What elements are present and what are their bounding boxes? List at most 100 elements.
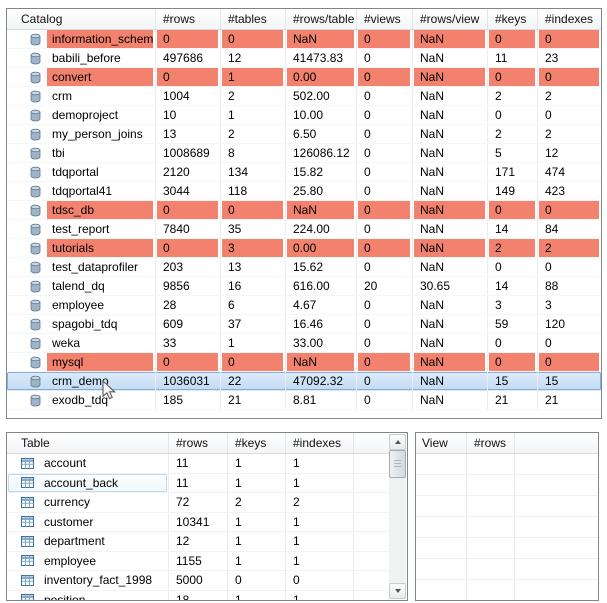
catalog-row-name: tdqportal [52, 165, 99, 179]
catalog-cell: 16.46 [286, 315, 357, 333]
column-header-rows-view[interactable]: #rows/view [413, 9, 488, 29]
arrow-down-icon [394, 589, 401, 593]
tables-row-name: department [44, 534, 105, 548]
catalog-row-name: demoproject [52, 108, 119, 122]
tables-row-name: customer [44, 514, 94, 529]
scrollbar-track[interactable] [389, 478, 406, 583]
database-icon [29, 299, 42, 312]
table-icon [21, 496, 34, 509]
tables-row-employee[interactable]: employee 1155 1 1 [7, 551, 389, 571]
column-header-indexes[interactable]: #indexes [286, 433, 354, 453]
catalog-row-tdsc-db[interactable]: tdsc_db 0 0 NaN 0 NaN 0 0 [7, 201, 601, 220]
catalog-cell: 0 [156, 201, 221, 219]
catalog-cell: 0 [357, 258, 413, 276]
table-icon [21, 515, 34, 528]
catalog-cell: NaN [413, 125, 488, 143]
catalog-row-spagobi-tdq[interactable]: spagobi_tdq 609 37 16.46 0 NaN 59 120 [7, 315, 601, 334]
catalog-row-test-report[interactable]: test_report 7840 35 224.00 0 NaN 14 84 [7, 220, 601, 239]
catalog-cell: 0 [221, 353, 286, 371]
catalog-row-tdqportal[interactable]: tdqportal 2120 134 15.82 0 NaN 171 474 [7, 163, 601, 182]
column-header-rows[interactable]: #rows [467, 433, 515, 453]
column-header-table[interactable]: Table [7, 433, 169, 453]
catalog-row-information-schema[interactable]: information_schema 0 0 NaN 0 NaN 0 0 [7, 30, 601, 49]
catalog-cell: 0 [357, 353, 413, 371]
catalog-cell: 1036031 [156, 372, 221, 390]
catalog-row-convert[interactable]: convert 0 1 0.00 0 NaN 0 0 [7, 68, 601, 87]
tables-row-name: inventory_fact_1998 [44, 573, 153, 587]
catalog-row-name: weka [52, 336, 81, 350]
catalog-cell: 2 [538, 239, 601, 257]
scrollbar-thumb[interactable] [389, 450, 406, 478]
catalog-row-my-person-joins[interactable]: my_person_joins 13 2 6.50 0 NaN 2 2 [7, 125, 601, 144]
database-icon [29, 52, 42, 65]
catalog-cell: 84 [545, 222, 559, 236]
tables-row-account-back[interactable]: account_back 11 1 1 [7, 473, 389, 493]
tables-row-position[interactable]: position 18 1 1 [7, 590, 389, 600]
catalog-row-tutorials[interactable]: tutorials 0 3 0.00 0 NaN 2 2 [7, 239, 601, 258]
catalog-cell: 171 [488, 163, 538, 181]
catalog-cell: 3044 [156, 182, 221, 200]
catalog-row-exodb-tdq[interactable]: exodb_tdq 185 21 8.81 0 NaN 21 21 [7, 391, 601, 410]
catalog-cell: 2 [545, 89, 552, 103]
column-header-tables[interactable]: #tables [221, 9, 286, 29]
column-header-keys[interactable]: #keys [228, 433, 286, 453]
catalog-row-babili-before[interactable]: babili_before 497686 12 41473.83 0 NaN 11 23 [7, 49, 601, 68]
database-icon [29, 356, 42, 369]
column-header-indexes[interactable]: #indexes [545, 12, 594, 26]
scrollbar-down-button[interactable] [389, 583, 406, 599]
tables-row-currency[interactable]: currency 72 2 2 [7, 493, 389, 513]
catalog-row-tdqportal41[interactable]: tdqportal41 3044 118 25.80 0 NaN 149 423 [7, 182, 601, 201]
vertical-scrollbar[interactable] [389, 434, 406, 599]
catalog-cell: NaN [413, 87, 488, 105]
column-header-rows[interactable]: #rows [156, 9, 221, 29]
catalog-cell: NaN [286, 353, 357, 371]
catalog-row-crm[interactable]: crm 1004 2 502.00 0 NaN 2 2 [7, 87, 601, 106]
tables-row-inventory-fact-1998[interactable]: inventory_fact_1998 5000 0 0 [7, 571, 389, 591]
catalog-cell: 0 [156, 239, 221, 257]
arrow-up-icon [394, 440, 401, 444]
catalog-cell: 0 [488, 334, 538, 352]
catalog-row-tbi[interactable]: tbi 1008689 8 126086.12 0 NaN 5 12 [7, 144, 601, 163]
scrollbar-up-button[interactable] [389, 434, 406, 450]
column-header-view[interactable]: View [416, 433, 467, 453]
catalog-cell: 0 [545, 260, 552, 274]
tables-cell: 1155 [169, 551, 228, 570]
tables-row-department[interactable]: department 12 1 1 [7, 532, 389, 552]
tables-cell: 10341 [169, 512, 228, 531]
catalog-row-crm-demo[interactable]: crm_demo 1036031 22 47092.32 0 NaN 15 15 [7, 372, 601, 391]
tables-cell: 1 [286, 473, 354, 492]
catalog-cell: NaN [413, 49, 488, 67]
column-header-keys[interactable]: #keys [488, 9, 538, 29]
tables-row-account[interactable]: account 11 1 1 [7, 454, 389, 474]
catalog-row-weka[interactable]: weka 33 1 33.00 0 NaN 0 0 [7, 334, 601, 353]
column-header-rows-table[interactable]: #rows/table [286, 9, 357, 29]
catalog-cell: 0 [357, 163, 413, 181]
catalog-row-test-dataprofiler[interactable]: test_dataprofiler 203 13 15.62 0 NaN 0 0 [7, 258, 601, 277]
catalog-cell: 13 [221, 258, 286, 276]
column-header-catalog[interactable]: Catalog [7, 9, 156, 29]
catalog-row-mysql[interactable]: mysql 0 0 NaN 0 NaN 0 0 [7, 353, 601, 372]
catalog-cell: 10.00 [286, 106, 357, 124]
catalog-cell: NaN [286, 30, 357, 48]
catalog-cell: 0 [488, 353, 538, 371]
tables-row-customer[interactable]: customer 10341 1 1 [7, 512, 389, 532]
database-icon [29, 280, 42, 293]
column-header-rows[interactable]: #rows [169, 433, 228, 453]
catalog-row-demoproject[interactable]: demoproject 10 1 10.00 0 NaN 0 0 [7, 106, 601, 125]
column-header-views[interactable]: #views [357, 9, 413, 29]
tables-header-row: Table #rows #keys #indexes [7, 433, 389, 454]
database-icon [29, 261, 42, 274]
catalog-cell: 0.00 [286, 239, 357, 257]
catalog-row-employee[interactable]: employee 28 6 4.67 0 NaN 3 3 [7, 296, 601, 315]
catalog-cell: NaN [286, 201, 357, 219]
catalog-cell: 0 [538, 68, 601, 86]
catalog-cell: 2 [221, 87, 286, 105]
catalog-cell: 0 [357, 182, 413, 200]
tables-cell: 1 [286, 551, 354, 570]
database-icon [29, 185, 42, 198]
catalog-body: information_schema 0 0 NaN 0 NaN 0 0 babili_befo… [7, 30, 601, 410]
catalog-row-name: mysql [46, 353, 155, 371]
catalog-row-talend-dq[interactable]: talend_dq 9856 16 616.00 20 30.65 14 88 [7, 277, 601, 296]
catalog-cell: 21 [545, 393, 559, 407]
catalog-row-name: crm [52, 89, 72, 103]
